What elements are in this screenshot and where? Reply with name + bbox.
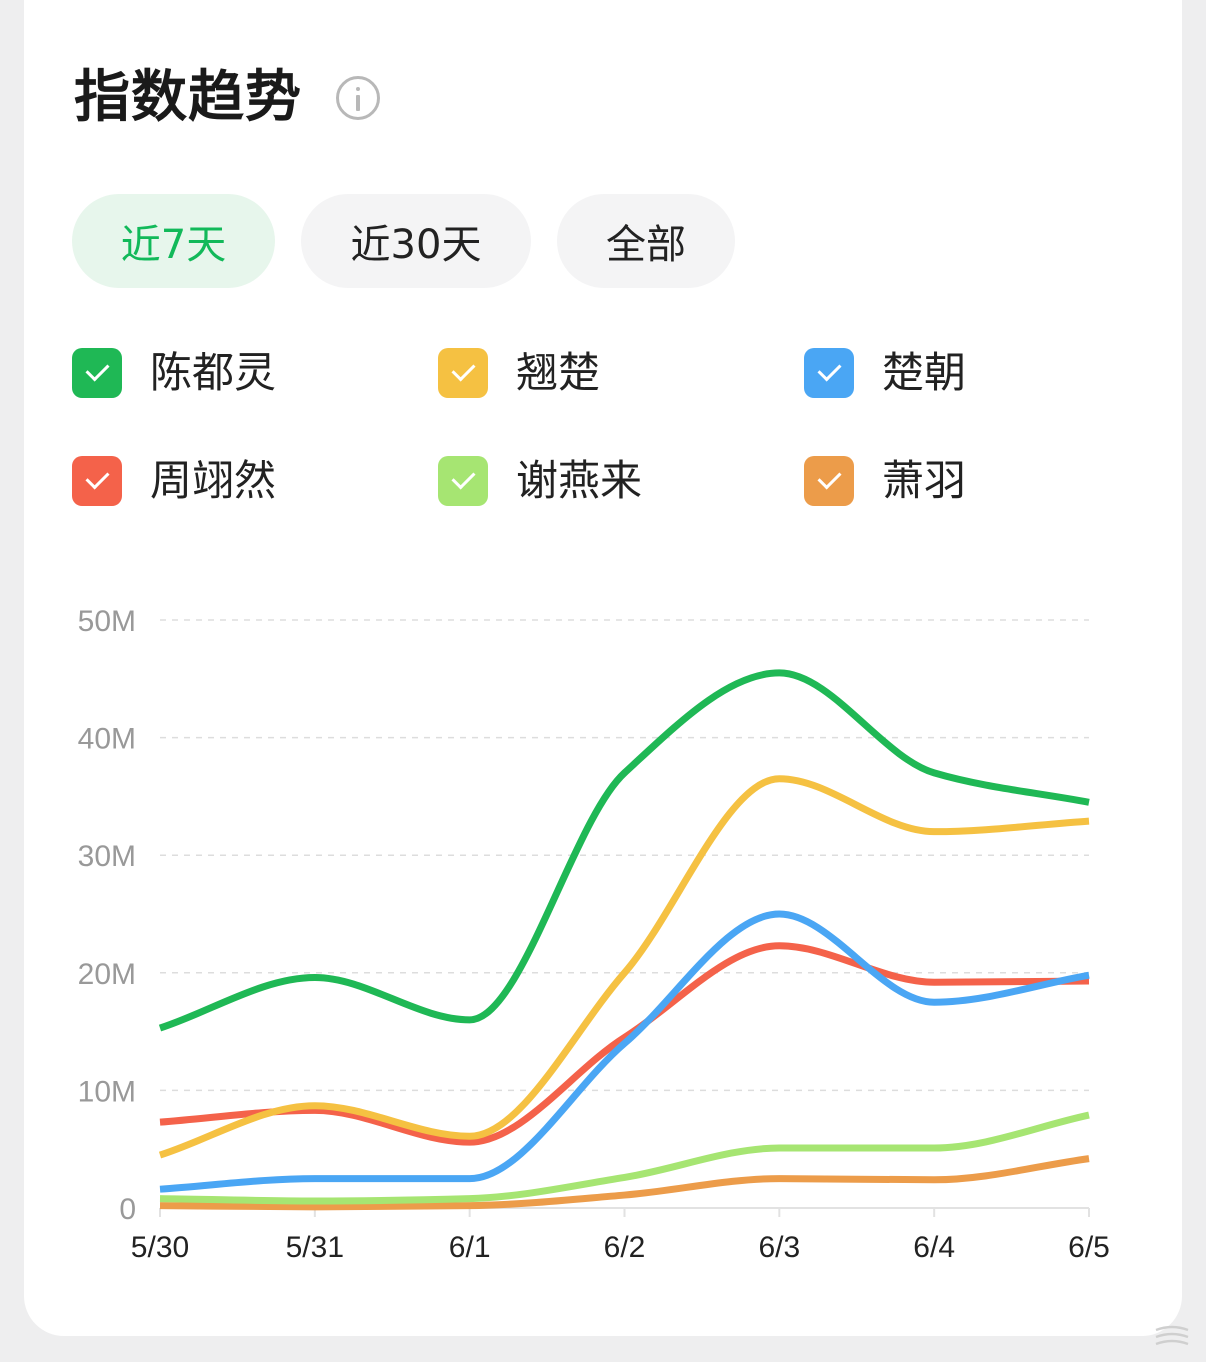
checkbox-checked-icon[interactable]	[804, 456, 854, 506]
checkbox-checked-icon[interactable]	[438, 348, 488, 398]
y-tick-label: 50M	[78, 605, 136, 638]
legend-label: 陈都灵	[150, 348, 277, 397]
legend-item-qiao-chu[interactable]: 翘楚	[438, 346, 600, 400]
checkbox-checked-icon[interactable]	[804, 348, 854, 398]
y-tick-label: 40M	[78, 723, 136, 756]
legend-label: 谢燕来	[516, 456, 643, 505]
y-tick-label: 0	[119, 1193, 136, 1226]
series-lines	[158, 669, 1090, 1211]
series-line-2	[159, 910, 1090, 1193]
x-tick-label: 5/31	[286, 1231, 344, 1264]
legend-item-chu-chao[interactable]: 楚朝	[804, 346, 966, 400]
grid-lines	[160, 619, 1089, 1092]
axes: 0 10M 20M 30M 40M 50M 5/30 5/31 6/1 6/2 6/3 6/4 6/5	[78, 605, 1110, 1264]
legend-item-xie-yanlai[interactable]: 谢燕来	[438, 454, 642, 508]
series-line-1	[158, 775, 1090, 1159]
series-line-3	[159, 942, 1090, 1146]
watermark-icon	[1155, 1325, 1189, 1346]
tab-all[interactable]: 全部	[557, 194, 735, 288]
info-icon[interactable]	[336, 76, 380, 120]
x-tick-label: 6/3	[758, 1231, 800, 1264]
series-line-5	[159, 1155, 1090, 1211]
legend-item-xiao-yu[interactable]: 萧羽	[804, 454, 966, 508]
legend-item-chen-duling[interactable]: 陈都灵	[72, 346, 276, 400]
y-tick-label: 10M	[78, 1075, 136, 1108]
tab-7-days[interactable]: 近7天	[72, 194, 275, 288]
header: 指数趋势	[74, 62, 380, 134]
x-tick-label: 6/4	[913, 1231, 955, 1264]
checkbox-checked-icon[interactable]	[72, 348, 122, 398]
x-tick-label: 6/2	[604, 1231, 646, 1264]
x-tick-label: 6/5	[1068, 1231, 1110, 1264]
series-line-0	[158, 669, 1090, 1032]
x-tick-label: 6/1	[449, 1231, 491, 1264]
time-range-tabs: 近7天 近30天 全部	[72, 194, 735, 288]
legend-label: 翘楚	[516, 348, 601, 397]
checkbox-checked-icon[interactable]	[438, 456, 488, 506]
legend-item-zhou-yiran[interactable]: 周翊然	[72, 454, 276, 508]
y-tick-label: 30M	[78, 840, 136, 873]
checkbox-checked-icon[interactable]	[72, 456, 122, 506]
legend-label: 周翊然	[150, 456, 277, 505]
tab-30-days[interactable]: 近30天	[301, 194, 531, 288]
series-line-4	[159, 1111, 1090, 1205]
page-title: 指数趋势	[74, 65, 302, 130]
x-tick-label: 5/30	[131, 1231, 189, 1264]
y-tick-label: 20M	[78, 958, 136, 991]
legend-label: 楚朝	[882, 348, 967, 397]
legend-label: 萧羽	[882, 456, 967, 505]
